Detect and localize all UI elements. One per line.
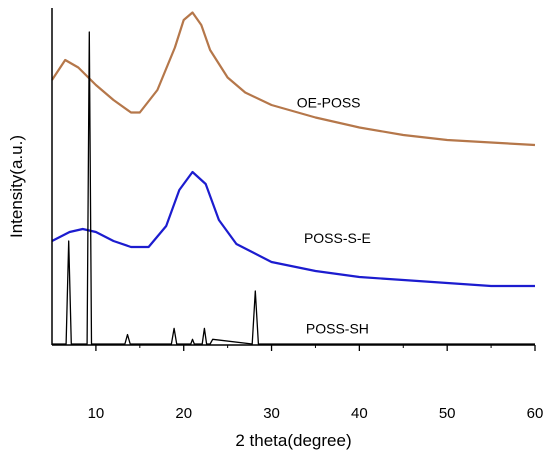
series-layer <box>51 11 536 345</box>
x-tick-label: 40 <box>351 405 368 422</box>
x-tick-label: 10 <box>88 405 105 422</box>
y-axis-title: Intensity(a.u.) <box>7 135 26 238</box>
series-line-poss-sh <box>52 31 535 345</box>
x-tick-label: 20 <box>175 405 192 422</box>
x-tick-label: 60 <box>527 405 544 422</box>
series-line-poss-s-e <box>51 170 535 288</box>
x-axis-title: 2 theta(degree) <box>235 431 351 450</box>
x-ticks: 10 20 30 40 50 60 <box>88 345 544 422</box>
series-label-oe-poss: OE-POSS <box>297 95 361 111</box>
x-tick-label: 50 <box>439 405 456 422</box>
series-line-oe-poss <box>51 11 536 147</box>
series-label-poss-sh: POSS-SH <box>306 320 369 336</box>
x-tick-label: 30 <box>263 405 280 422</box>
series-label-poss-s-e: POSS-S-E <box>304 230 371 246</box>
series-annotations: OE-POSS POSS-S-E POSS-SH <box>297 95 371 337</box>
